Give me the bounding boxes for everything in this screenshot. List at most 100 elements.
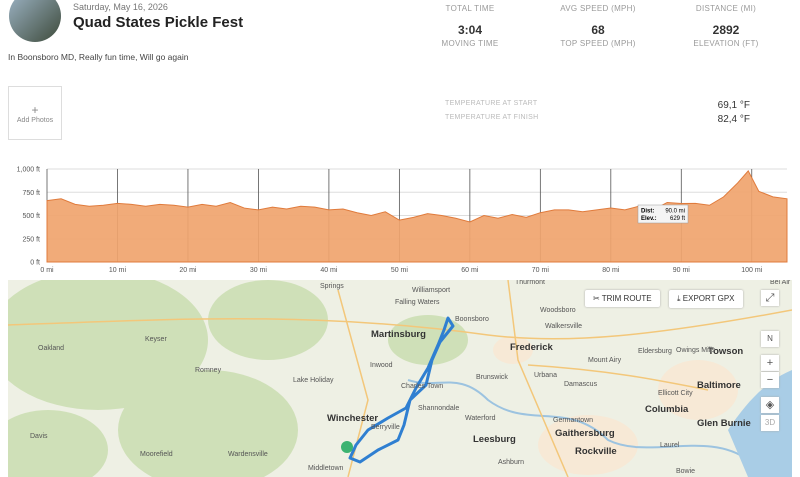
zoom-out[interactable]: −	[761, 372, 779, 388]
start-marker	[341, 441, 353, 453]
place-label: Waterford	[465, 415, 496, 422]
place-label: Springs	[320, 283, 344, 290]
ride-description: In Boonsboro MD, Really fun time, Will g…	[8, 52, 189, 62]
ride-title: Quad States Pickle Fest	[73, 14, 244, 31]
add-photos[interactable]: + Add Photos	[8, 86, 62, 140]
x-tick-label: 0 mi	[40, 267, 54, 274]
button-label: EXPORT GPX	[682, 294, 735, 303]
place-label: Glen Burnie	[697, 418, 751, 429]
place-label: Gaithersburg	[555, 428, 615, 439]
place-label: Falling Waters	[395, 299, 440, 306]
place-label: Damascus	[564, 381, 598, 388]
place-label: Lake Holiday	[293, 377, 334, 384]
place-label: Williamsport	[412, 287, 450, 294]
place-label: Moorefield	[140, 451, 173, 458]
x-tick-label: 80 mi	[602, 267, 620, 274]
temp-label: TEMPERATURE AT FINISH	[445, 114, 539, 121]
stat-sublabel: ELEVATION (FT)	[693, 39, 759, 48]
x-tick-label: 70 mi	[532, 267, 550, 274]
zoom-in[interactable]: +	[761, 355, 779, 371]
place-label: Oakland	[38, 345, 64, 352]
place-label: Laurel	[660, 442, 680, 449]
tooltip-value: 90.0 mi	[665, 209, 685, 215]
compass[interactable]: N	[761, 331, 779, 347]
stat-value: 3:04	[457, 23, 483, 37]
place-label: Wardensville	[228, 451, 268, 458]
add-icon: +	[31, 103, 39, 117]
elevation-area	[46, 169, 788, 263]
route	[348, 316, 455, 464]
place-label: Rockville	[575, 446, 617, 457]
place-label: Owings Mills	[676, 347, 716, 354]
place-label: Woodsboro	[540, 307, 576, 314]
place-label: Baltimore	[697, 380, 741, 391]
place-label: Romney	[195, 367, 222, 374]
place-label: Mount Airy	[588, 357, 622, 364]
place-label: Middletown	[308, 465, 344, 472]
x-tick-label: 100 mi	[741, 267, 762, 274]
y-tick-label: 0 ft	[30, 260, 40, 267]
tooltip-label: Elev.:	[641, 216, 657, 222]
place-label: Ellicott City	[658, 390, 693, 397]
urban	[493, 336, 738, 475]
place-label: Boonsboro	[455, 316, 489, 323]
3d-toggle[interactable]: 3D	[761, 415, 779, 431]
terrain	[8, 280, 468, 477]
place-label: Towson	[708, 346, 743, 357]
x-tick-label: 60 mi	[461, 267, 479, 274]
place-label: Keyser	[145, 336, 167, 343]
place-label: Charles Town	[401, 383, 443, 390]
temp-label: TEMPERATURE AT START	[445, 100, 538, 107]
place-label: Brunswick	[476, 374, 508, 381]
place-label: Thurmont	[515, 280, 545, 286]
stat-label: AVG SPEED (MPH)	[560, 4, 636, 13]
place-label: Frederick	[510, 342, 553, 353]
river	[407, 379, 749, 461]
stat-value: 2892	[712, 23, 740, 37]
temp-value: 82,4 °F	[717, 114, 750, 125]
x-tick-label: 90 mi	[673, 267, 691, 274]
stat-label: DISTANCE (MI)	[695, 4, 757, 13]
elevation-chart: 0 ft 250 ft 500 ft 750 ft 1,000 ft 0 mi 10 mi 2…	[17, 167, 788, 274]
tooltip-value: 629 ft	[670, 216, 685, 222]
place-label: Martinsburg	[371, 329, 426, 340]
stat-value: 68	[591, 23, 605, 37]
place-label: Davis	[30, 433, 48, 440]
x-tick-label: 20 mi	[179, 267, 197, 274]
place-label: Ashburn	[498, 459, 524, 466]
fullscreen-button[interactable]: ⤢	[761, 290, 779, 306]
ride-date: Saturday, May 16, 2026	[73, 2, 168, 12]
stat-sublabel: MOVING TIME	[441, 39, 499, 48]
button-label: TRIM ROUTE	[601, 294, 652, 303]
add-label: Add Photos	[16, 117, 54, 124]
place-label: Bowie	[676, 468, 695, 475]
stat-sublabel: TOP SPEED (MPH)	[560, 39, 636, 48]
place-label: Leesburg	[473, 434, 516, 445]
y-tick-label: 1,000 ft	[17, 167, 40, 174]
place-label: Winchester	[327, 413, 378, 424]
x-tick-label: 30 mi	[250, 267, 268, 274]
x-tick-label: 40 mi	[320, 267, 338, 274]
tooltip-label: Dist:	[641, 209, 654, 215]
stat-label: TOTAL TIME	[445, 4, 495, 13]
place-label: Urbana	[534, 372, 557, 379]
place-label: Columbia	[645, 404, 689, 415]
tooltip	[637, 204, 689, 224]
place-label: Inwood	[370, 362, 393, 369]
temp-value: 69,1 °F	[717, 100, 750, 111]
map[interactable]: Martinsburg Frederick Towson Baltimore Colum…	[8, 280, 792, 477]
place-label: Berryville	[371, 424, 400, 431]
y-tick-label: 500 ft	[22, 213, 40, 220]
place-label: Shannondale	[418, 405, 459, 412]
x-tick-label: 10 mi	[109, 267, 127, 274]
place-label: Germantown	[553, 417, 593, 424]
layers[interactable]: ◈	[761, 397, 779, 413]
x-tick-label: 50 mi	[391, 267, 409, 274]
bay	[728, 370, 792, 477]
place-label: Walkersville	[545, 323, 582, 330]
y-tick-label: 250 ft	[22, 236, 40, 243]
place-labels: Martinsburg Frederick Towson Baltimore Colum…	[30, 280, 791, 475]
trim-route-button[interactable]: ✂ TRIM ROUTE	[585, 290, 660, 307]
export-gpx-button[interactable]: ⤓ EXPORT GPX	[669, 290, 743, 308]
